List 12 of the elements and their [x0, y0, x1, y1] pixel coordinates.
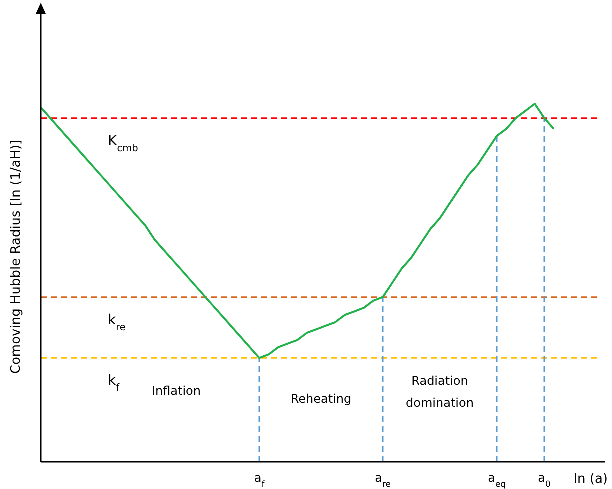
x-tick-label: a$_{f}$	[254, 471, 266, 489]
ref-line-label: k$_{re}$	[108, 312, 126, 333]
annotation: Radiation domination	[406, 374, 474, 410]
x-tick-label: a$_{re}$	[375, 471, 391, 489]
ref-line-label: k$_{f}$	[108, 373, 120, 394]
ref-line-label: K$_{cmb}$	[108, 133, 138, 154]
y-axis-title: Comoving Hubble Radius [ln (1/aH)]	[9, 140, 24, 374]
x-tick-label: a$_{0}$	[538, 471, 551, 489]
x-axis-title: ln (a)	[574, 472, 608, 487]
x-tick-label: a$_{eq}$	[488, 471, 506, 489]
annotation: Inflation	[152, 384, 201, 398]
annotation: Reheating	[290, 392, 352, 406]
